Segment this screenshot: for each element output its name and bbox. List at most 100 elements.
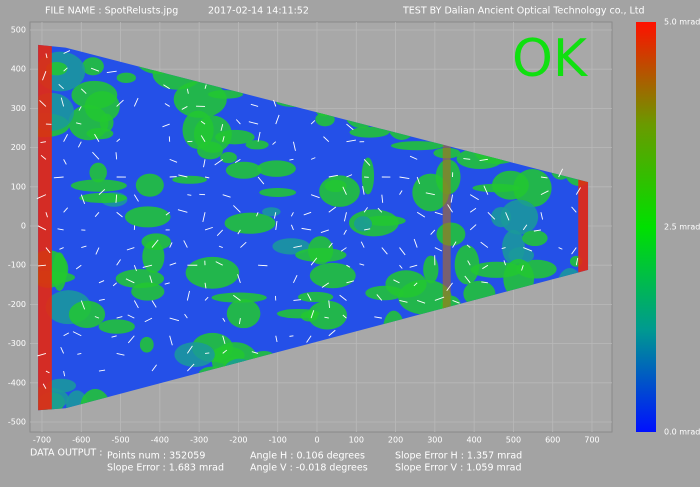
map-patch [174,342,215,367]
slope-arrow [275,114,280,125]
x-tick-label: 0 [314,436,319,445]
slope-arrow [77,141,82,148]
slope-arrow [92,151,100,160]
slope-arrow [289,335,294,337]
slope-arrow [169,158,178,163]
slope-arrow [575,187,581,195]
slope-arrow [340,247,347,252]
output-label: DATA OUTPUT : [30,448,102,459]
y-tick-label: -200 [8,300,26,309]
slope-arrow [293,299,302,301]
slope-arrow [80,194,86,205]
slope-arrow [77,352,82,355]
map-patch [500,199,539,235]
slope-arrow [306,335,312,343]
map-patch [272,238,311,255]
slope-arrow [200,135,206,142]
slope-arrow [98,280,105,284]
output-item: Slope Error V : 1.059 mrad [395,463,522,474]
map-patch [79,192,128,204]
slope-arrow [115,194,118,203]
slope-arrow [360,241,365,248]
slope-arrow [505,212,510,221]
slope-arrow [480,241,489,248]
map-patch [454,244,480,285]
slope-arrow [346,123,354,131]
slope-arrow [339,294,347,301]
slope-arrow [203,159,206,168]
slope-arrow [450,194,453,203]
slope-arrow [343,229,347,235]
slope-arrow [187,194,192,196]
map-patch [46,378,77,393]
slope-arrow [328,300,330,309]
x-tick-label: 500 [506,436,521,445]
slope-arrow [434,247,443,252]
slope-arrow [60,97,65,107]
slope-arrow [417,300,426,304]
map-patch [354,216,372,232]
slope-arrow [164,282,170,285]
slope-arrow [126,247,135,251]
slope-arrow [413,282,418,287]
slope-arrow [237,229,241,235]
slope-arrow [222,317,226,322]
x-tick-label: -200 [229,436,247,445]
slope-arrow [362,186,365,195]
slope-arrow [447,204,453,213]
slope-arrow [45,247,51,254]
slope-arrow [63,67,68,72]
slope-arrow [256,212,259,217]
slope-arrow [328,174,339,178]
slope-arrow [186,345,193,354]
slope-arrow [184,313,188,319]
slope-arrow [186,88,189,94]
map-patch [502,229,525,265]
slope-arrow [446,282,453,292]
x-tick-label: -500 [111,436,129,445]
slope-arrow [257,176,265,185]
slope-arrow [58,84,64,90]
slope-arrow [216,229,224,236]
slope-arrow [164,103,170,107]
y-tick-label: -400 [8,378,26,387]
slope-arrow [359,263,365,266]
map-patch [513,169,552,208]
file-name: FILE NAME : SpotRelusts.jpg [45,6,178,17]
x-tick-label: 200 [388,436,403,445]
slope-arrow [218,245,223,248]
slope-arrow [523,247,533,252]
slope-arrows [36,50,581,389]
slope-arrow [151,300,157,308]
y-tick-label: 200 [11,143,26,152]
slope-arrow [106,70,117,73]
slope-arrow [45,370,50,374]
slope-arrow [343,212,347,222]
slope-arrow [169,242,173,248]
output-item: Points num : 352059 [107,451,205,462]
slope-arrow [290,212,294,217]
y-tick-label: -300 [8,339,26,348]
slope-arrow [393,279,400,284]
map-edge [442,44,451,411]
slope-arrow [364,228,371,231]
slope-arrow [133,265,137,272]
slope-arrow [293,274,298,284]
y-tick-label: 400 [11,65,26,74]
map-patch [307,300,348,330]
map-patch [390,141,444,151]
slope-arrow [487,211,496,220]
slope-arrow [181,106,188,110]
slope-arrow [324,316,329,319]
slope-arrow [204,176,210,179]
slope-arrow [463,158,471,160]
slope-arrow [328,206,337,213]
map-patch [172,175,208,184]
slope-arrow [94,133,100,142]
x-tick-label: -100 [269,436,287,445]
slope-arrow [149,275,153,283]
slope-arrow [116,138,121,143]
slope-arrow [116,211,123,218]
slope-arrow [116,352,125,356]
slope-arrow [307,293,312,301]
